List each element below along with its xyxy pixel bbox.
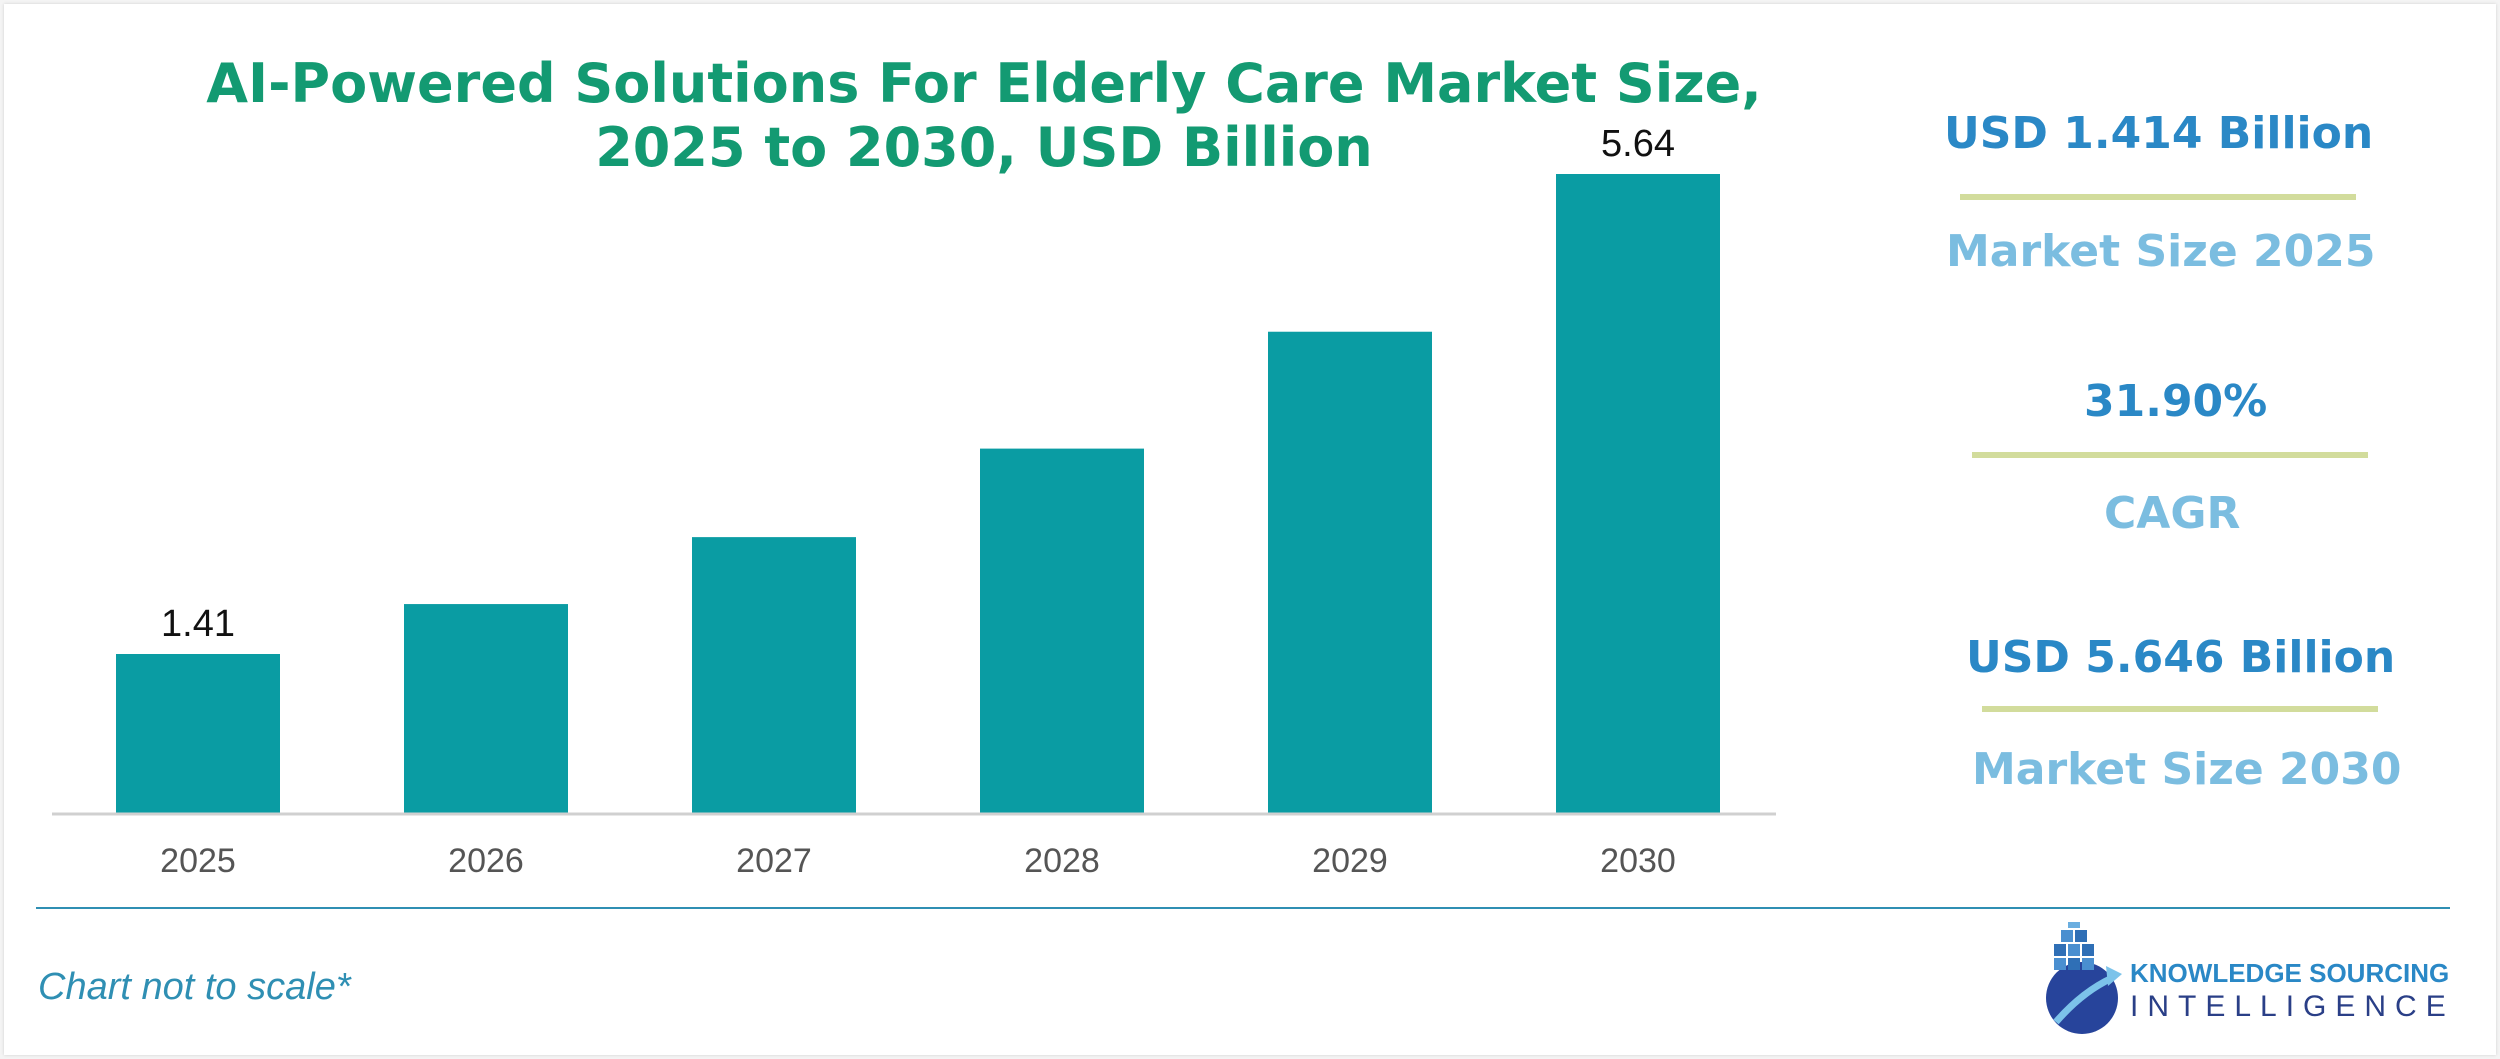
bar-2028: [980, 448, 1144, 814]
company-logo: KNOWLEDGE SOURCING INTELLIGENCE: [2042, 922, 2462, 1034]
chart-title-line-2: 2025 to 2030, USD Billion: [595, 116, 1373, 179]
logo-text-bottom: INTELLIGENCE: [2130, 990, 2455, 1023]
chart-title: AI-Powered Solutions For Elderly Care Ma…: [184, 52, 1784, 180]
bar-chart: 1.41 5.64 2025 2026 2027 2028 2029 2030: [52, 123, 1776, 880]
logo-text-top: KNOWLEDGE SOURCING: [2130, 958, 2450, 988]
x-tick-label-2030: 2030: [1600, 842, 1676, 880]
infographic-card: 1.41 5.64 2025 2026 2027 2028 2029 2030 AI-Pow…: [4, 4, 2496, 1055]
kpi-market-size-2025-value: USD 1.414 Billion: [1944, 108, 2374, 159]
kpi-cagr-label: CAGR: [2104, 488, 2241, 539]
bar-2030: [1556, 174, 1720, 814]
data-label-2025: 1.41: [161, 603, 235, 645]
kpi-divider-3: [1982, 706, 2378, 712]
labels-layer: 1.41 5.64: [161, 123, 1675, 645]
bar-2025: [116, 654, 280, 814]
kpi-divider-1: [1960, 194, 2356, 200]
x-tick-label-2027: 2027: [736, 842, 812, 880]
x-tick-label-2026: 2026: [448, 842, 524, 880]
kpi-cagr-value: 31.90%: [2084, 376, 2268, 427]
logo-graphic-icon: [2046, 922, 2122, 1034]
data-label-2030: 5.64: [1601, 123, 1675, 165]
kpi-divider-2: [1972, 452, 2368, 458]
kpi-market-size-2030-label: Market Size 2030: [1972, 744, 2402, 795]
chart-footnote: Chart not to scale*: [38, 966, 351, 1008]
bar-2029: [1268, 331, 1432, 814]
bar-2027: [692, 537, 856, 814]
bars-layer: [116, 174, 1720, 814]
chart-title-line-1: AI-Powered Solutions For Elderly Care Ma…: [206, 52, 1762, 115]
footer-divider: [36, 907, 2450, 909]
kpi-market-size-2025-label: Market Size 2025: [1946, 226, 2376, 277]
x-tick-label-2028: 2028: [1024, 842, 1100, 880]
bar-2026: [404, 604, 568, 814]
ticks-layer: 2025 2026 2027 2028 2029 2030: [160, 842, 1676, 880]
x-tick-label-2029: 2029: [1312, 842, 1388, 880]
x-tick-label-2025: 2025: [160, 842, 236, 880]
kpi-market-size-2030-value: USD 5.646 Billion: [1966, 632, 2396, 683]
